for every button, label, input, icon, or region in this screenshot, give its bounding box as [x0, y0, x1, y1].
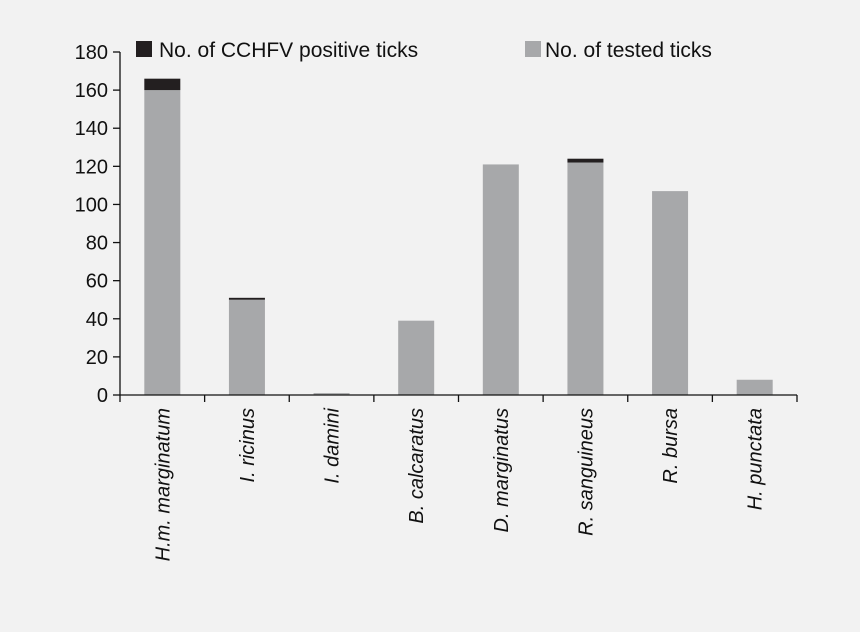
- bar-segment: [736, 379, 773, 395]
- y-tick-label: 80: [86, 233, 108, 255]
- bar-segment: [228, 297, 265, 300]
- legend-swatch: [136, 41, 152, 57]
- y-tick-label: 140: [75, 118, 108, 140]
- y-tick-label: 40: [86, 309, 108, 331]
- x-category-label: R. bursa: [660, 408, 682, 484]
- x-axis-ticks: H.m. marginatum I. ricinus I. damini B. cal…: [119, 395, 798, 561]
- bar-segment: [567, 162, 604, 395]
- legend-swatch: [525, 41, 541, 57]
- y-tick-label: 60: [86, 271, 108, 293]
- bar-segment: [313, 393, 350, 395]
- x-category-label: I. ricinus: [237, 408, 259, 482]
- y-tick-label: 180: [75, 42, 108, 64]
- x-category-label: H.m. marginatum: [152, 408, 174, 561]
- bar-segment: [652, 191, 689, 395]
- x-category-label: I. damini: [322, 407, 344, 483]
- y-tick-label: 0: [97, 385, 108, 407]
- bars-layer: [144, 78, 773, 395]
- x-category-label: H. punctata: [745, 408, 767, 510]
- x-category-label: B. calcaratus: [406, 408, 428, 524]
- y-axis-ticks: 0 20 40 60 80 100 120 140 160 180: [75, 42, 120, 407]
- x-category-label: R. sanguineus: [575, 408, 597, 536]
- bar-segment: [228, 299, 265, 395]
- legend: No. of CCHFV positive ticks No. of tested…: [136, 39, 712, 62]
- bar-segment: [144, 90, 181, 395]
- x-category-label: D. marginatus: [491, 408, 513, 533]
- bar-segment: [567, 158, 604, 163]
- y-tick-label: 20: [86, 347, 108, 369]
- legend-label: No. of tested ticks: [545, 39, 712, 62]
- y-tick-label: 120: [75, 156, 108, 178]
- bar-segment: [144, 78, 181, 91]
- legend-label: No. of CCHFV positive ticks: [159, 39, 418, 62]
- y-tick-label: 160: [75, 80, 108, 102]
- y-tick-label: 100: [75, 194, 108, 216]
- bar-segment: [482, 164, 519, 395]
- bar-segment: [398, 320, 435, 395]
